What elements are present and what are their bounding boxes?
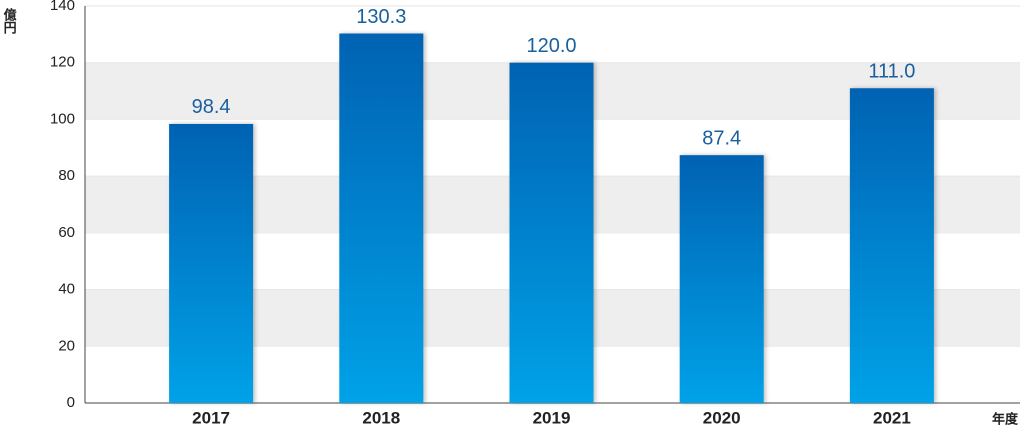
y-tick-label: 0	[67, 394, 75, 411]
x-tick-label: 2019	[533, 408, 571, 427]
y-tick-label: 100	[50, 110, 75, 127]
bar	[849, 88, 934, 403]
x-tick-label: 2020	[703, 408, 741, 427]
bar	[339, 33, 424, 403]
y-tick-label: 140	[50, 0, 75, 14]
bar	[679, 155, 764, 403]
value-label: 130.3	[356, 6, 406, 28]
y-tick-label: 120	[50, 54, 75, 71]
y-tick-label: 40	[58, 281, 75, 298]
value-label: 87.4	[702, 127, 741, 149]
x-tick-label: 2018	[362, 408, 400, 427]
y-tick-label: 20	[58, 337, 75, 354]
x-tick-label: 2017	[192, 408, 230, 427]
bar	[169, 123, 254, 404]
y-tick-label: 80	[58, 167, 75, 184]
value-label: 120.0	[526, 35, 576, 57]
value-label: 111.0	[868, 61, 915, 83]
y-axis-title: 億円	[2, 7, 17, 35]
x-axis-title: 年度	[992, 411, 1019, 426]
bar	[509, 62, 594, 403]
value-label: 98.4	[192, 96, 231, 118]
y-tick-label: 60	[58, 224, 75, 241]
x-tick-label: 2021	[873, 408, 911, 427]
